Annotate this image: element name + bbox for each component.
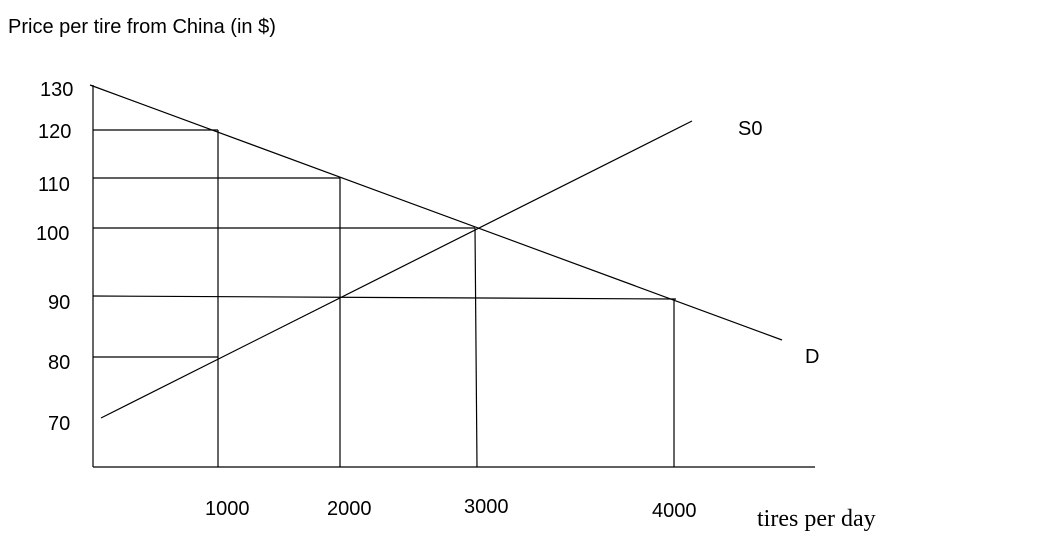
- y-axis-title: Price per tire from China (in $): [8, 16, 276, 38]
- y-tick-label-120: 120: [38, 121, 71, 143]
- series-label-s0: S0: [738, 118, 762, 140]
- guide-h-90: [92, 295, 677, 300]
- y-tick-label-80: 80: [48, 352, 70, 374]
- supply-line-s0: [100, 120, 693, 419]
- y-tick-label-70: 70: [48, 413, 70, 435]
- demand-line-d: [89, 84, 783, 341]
- series-label-d: D: [805, 346, 819, 368]
- x-tick-label-2000: 2000: [327, 498, 372, 520]
- x-tick-label-3000: 3000: [464, 496, 509, 518]
- y-tick-label-130: 130: [40, 79, 73, 101]
- guide-v-3000: [474, 227, 478, 468]
- x-axis-title: tires per day: [757, 506, 876, 532]
- x-tick-label-1000: 1000: [205, 498, 250, 520]
- x-tick-label-4000: 4000: [652, 500, 697, 522]
- y-tick-label-110: 110: [38, 174, 70, 196]
- y-tick-label-90: 90: [48, 292, 70, 314]
- y-tick-label-100: 100: [36, 223, 69, 245]
